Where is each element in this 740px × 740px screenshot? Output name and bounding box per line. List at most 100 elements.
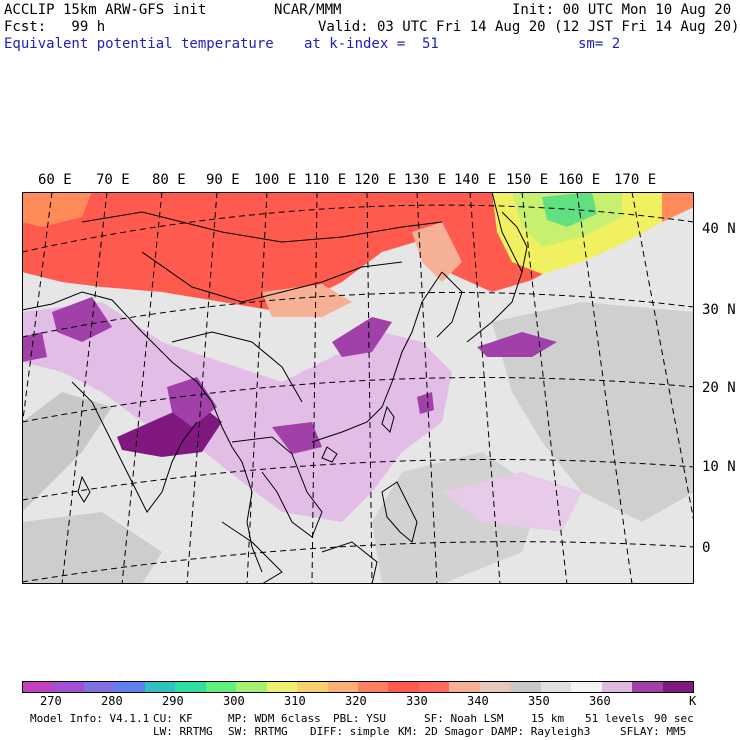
colorbar-segment-16	[510, 682, 541, 692]
footer-diff: DIFF: simple	[310, 725, 390, 738]
footer-sw: SW: RRTMG	[228, 725, 288, 738]
map-frame	[22, 192, 694, 584]
footer-sflay: SFLAY: MM5	[620, 725, 687, 738]
colorbar-segment-18	[571, 682, 602, 692]
lon-label-60e: 60 E	[38, 172, 72, 188]
shading-purple-pacific-band	[477, 332, 557, 357]
colorbar-segment-10	[327, 682, 358, 692]
shading-peach-tibet	[262, 284, 352, 317]
shading-purple-west-edge	[22, 332, 47, 362]
coastlines	[22, 192, 528, 584]
shading-orange-west	[22, 192, 92, 227]
lat-label-20n: 20 N	[702, 380, 736, 396]
shading-orange-east	[662, 192, 694, 222]
colorbar-tick-310: 310	[284, 694, 306, 708]
shading-purple-bengal-north	[167, 377, 217, 427]
shading-light-purple-monsoon	[22, 302, 452, 522]
meridian-80e	[121, 192, 163, 584]
colorbar-segment-21	[662, 682, 693, 692]
coast-hainan	[321, 446, 338, 463]
meridian-160e	[576, 192, 633, 584]
meridian-100e	[246, 192, 268, 584]
shading-grey-arabian-sea	[22, 392, 112, 512]
coast-philippines	[381, 481, 418, 543]
colorbar-unit: K	[689, 694, 697, 708]
lon-label-120e: 120 E	[354, 172, 397, 188]
colorbar-segment-20	[632, 682, 663, 692]
footer-km: KM: 2D Smagor	[398, 725, 485, 738]
meridian-70e	[61, 192, 108, 584]
parallel-40n	[22, 204, 694, 253]
colorbar-tick-340: 340	[467, 694, 489, 708]
lon-label-160e: 160 E	[558, 172, 601, 188]
shading-purple-yangtze	[332, 317, 392, 357]
colorbar-segment-8	[266, 682, 298, 692]
colorbar-segment-3	[114, 682, 145, 692]
forecast-hour: Fcst: 99 h	[4, 19, 106, 35]
shading-light-purple-philippine-sea	[442, 472, 582, 532]
colorbar-segment-15	[479, 682, 511, 692]
coast-sri-lanka	[77, 475, 91, 503]
shading-grey-west-pacific	[492, 302, 694, 522]
border-china-west	[141, 251, 403, 303]
colorbar-segment-11	[357, 682, 389, 692]
colorbar-tick-320: 320	[345, 694, 367, 708]
meridian-140e	[469, 192, 501, 584]
shading-purple-taiwan-east	[417, 392, 434, 414]
meridian-60e	[22, 192, 53, 432]
meridian-150e	[521, 192, 568, 584]
colorbar-segment-9	[297, 682, 328, 692]
colorbar-segment-6	[205, 682, 237, 692]
colorbar-segment-1	[53, 682, 84, 692]
model-title: ACCLIP 15km ARW-GFS init	[4, 2, 207, 18]
smoothing-label: sm= 2	[578, 36, 621, 52]
meridian-90e	[186, 192, 218, 584]
border-himalaya	[171, 331, 303, 403]
coast-sakhalin	[491, 192, 523, 273]
lat-label-40n: 40 N	[702, 221, 736, 237]
parallel-0	[22, 541, 694, 583]
lat-label-30n: 30 N	[702, 302, 736, 318]
footer-damp: DAMP: Rayleigh3	[491, 725, 591, 738]
colorbar-tick-330: 330	[406, 694, 428, 708]
meridian-120e	[366, 192, 373, 584]
parallel-20n	[22, 377, 694, 423]
lon-label-140e: 140 E	[454, 172, 497, 188]
meridian-130e	[416, 192, 438, 584]
colorbar-segment-19	[601, 682, 633, 692]
colorbar-segment-12	[388, 682, 419, 692]
colorbar-tick-270: 270	[40, 694, 62, 708]
lon-label-90e: 90 E	[206, 172, 240, 188]
footer-cu: CU: KF	[153, 712, 193, 725]
graticule	[22, 192, 694, 584]
colorbar-tick-300: 300	[223, 694, 245, 708]
colorbar-segment-5	[175, 682, 206, 692]
parallel-30n	[22, 291, 694, 338]
colorbar-segment-13	[418, 682, 450, 692]
coast-sumatra	[221, 521, 283, 584]
level-label: at k-index = 51	[304, 36, 439, 52]
colorbar-tick-290: 290	[162, 694, 184, 708]
footer-sf: SF: Noah LSM	[424, 712, 504, 725]
colorbar-tick-280: 280	[101, 694, 123, 708]
lon-label-170e: 170 E	[614, 172, 657, 188]
lon-label-70e: 70 E	[96, 172, 130, 188]
footer-model-info: Model Info: V4.1.1	[30, 712, 150, 725]
footer-mp: MP: WDM 6class	[228, 712, 321, 725]
colorbar-segment-14	[449, 682, 480, 692]
valid-time: Valid: 03 UTC Fri 14 Aug 20 (12 JST Fri …	[318, 19, 740, 35]
border-mongolia-russia	[81, 211, 443, 243]
field-name: Equivalent potential temperature	[4, 36, 274, 52]
footer-levels: 51 levels	[585, 712, 645, 725]
lon-label-100e: 100 E	[254, 172, 297, 188]
equivalent-potential-temperature-map	[22, 192, 694, 584]
colorbar-segment-7	[236, 682, 267, 692]
lat-label-10n: 10 N	[702, 459, 736, 475]
shading-purple-pakistan	[52, 297, 112, 342]
coast-korea	[436, 271, 463, 338]
colorbar-segment-4	[144, 682, 176, 692]
coast-india	[71, 381, 198, 513]
footer-lw: LW: RRTMG	[153, 725, 213, 738]
coast-south-asia	[22, 291, 263, 573]
footer-pbl: PBL: YSU	[333, 712, 386, 725]
